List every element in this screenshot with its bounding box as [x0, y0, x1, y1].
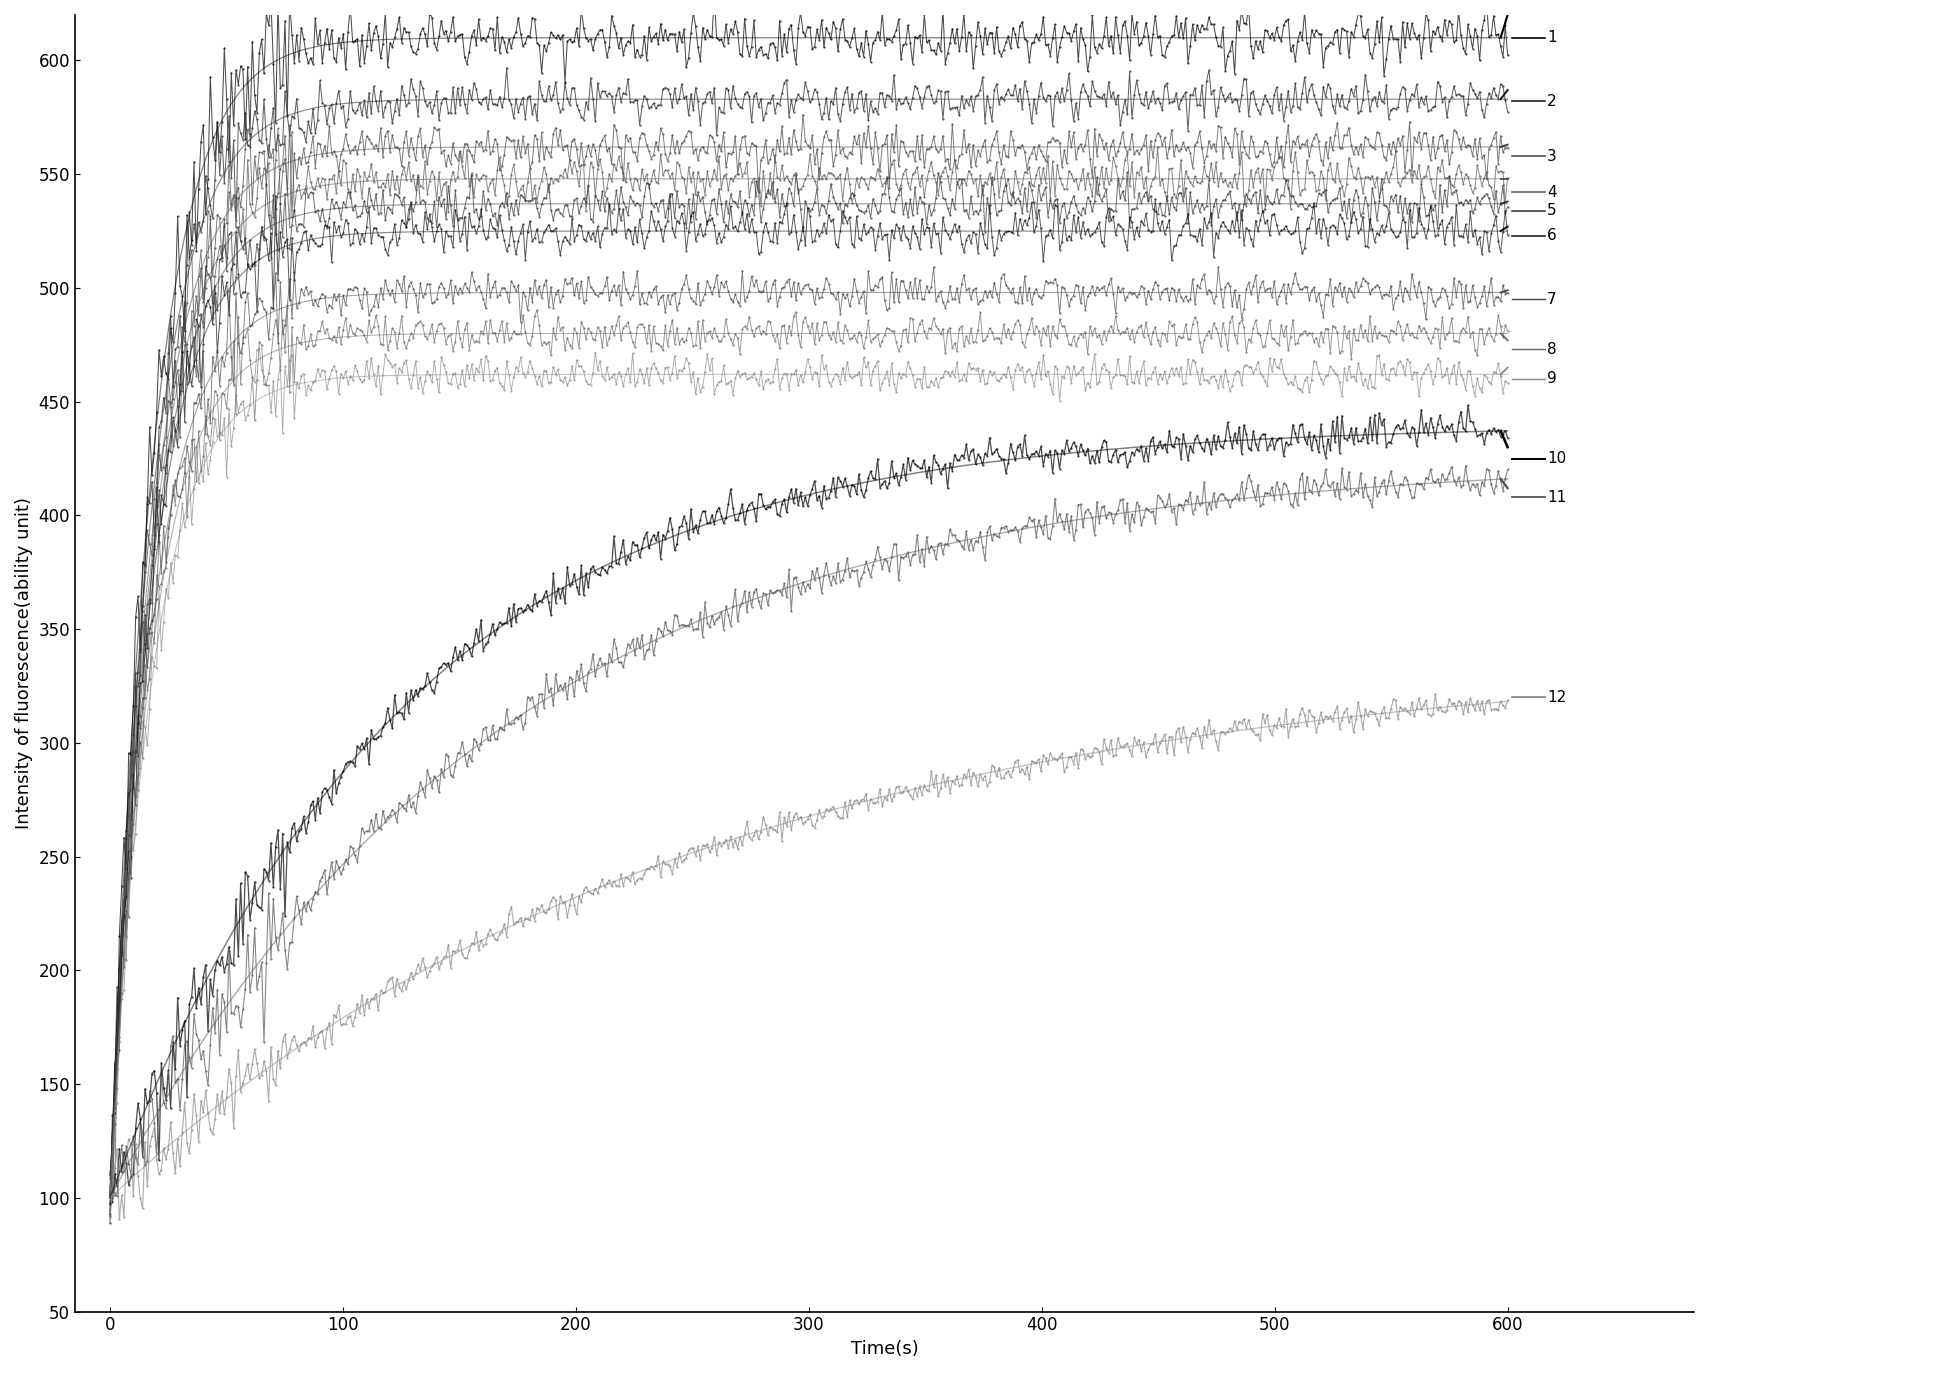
Text: 9: 9: [1548, 372, 1557, 386]
Text: 10: 10: [1548, 452, 1567, 465]
Text: 11: 11: [1548, 490, 1567, 505]
Text: 8: 8: [1548, 342, 1557, 357]
Text: 1: 1: [1548, 30, 1557, 45]
Text: 7: 7: [1548, 292, 1557, 306]
Text: 6: 6: [1548, 228, 1557, 243]
Text: 4: 4: [1548, 185, 1557, 200]
Text: 2: 2: [1548, 93, 1557, 108]
X-axis label: Time(s): Time(s): [851, 1340, 919, 1358]
Text: 12: 12: [1548, 689, 1567, 704]
Text: 3: 3: [1548, 148, 1557, 163]
Y-axis label: Intensity of fluorescence(ability unit): Intensity of fluorescence(ability unit): [16, 497, 33, 829]
Text: 5: 5: [1548, 203, 1557, 218]
